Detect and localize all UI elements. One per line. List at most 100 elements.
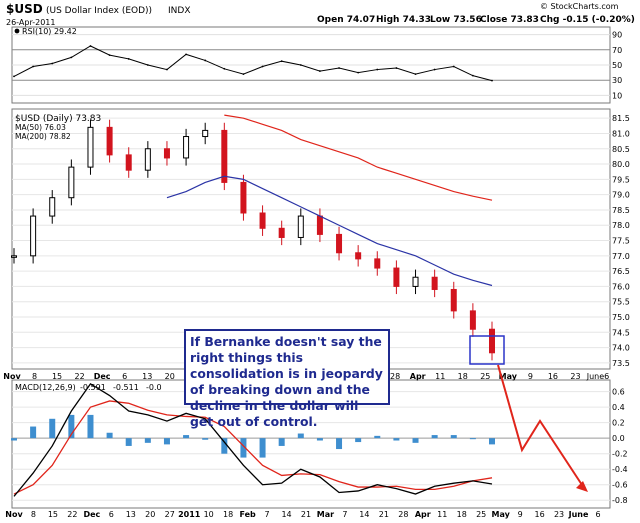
macd-histogram-bar bbox=[144, 438, 151, 443]
macd-x-label: 6 bbox=[595, 510, 600, 519]
macd-layer: 0.6 0.4 0.2 0.0 -0.2 -0.4 -0.6 -0.8 Nov 8 15 22 Dec 6… bbox=[5, 383, 628, 519]
rsi-point bbox=[414, 73, 417, 76]
macd-histogram-bar bbox=[393, 438, 400, 441]
rsi-tick-label: 30 bbox=[612, 76, 622, 85]
macd-x-label: Dec bbox=[83, 510, 100, 519]
macd-histogram-bar bbox=[106, 432, 113, 439]
macd-tick-label: 0.0 bbox=[612, 434, 625, 443]
price-tick-label: 81.5 bbox=[612, 114, 630, 123]
price-candle bbox=[316, 215, 323, 235]
macd-histogram-bar bbox=[49, 418, 56, 439]
price-candle bbox=[106, 126, 113, 156]
price-candle bbox=[144, 148, 151, 171]
annotation-box: If Bernanke doesn't say the right things… bbox=[184, 329, 390, 429]
price-tick-label: 76.5 bbox=[612, 267, 630, 276]
macd-tick-label: -0.2 bbox=[612, 450, 628, 459]
macd-histogram-bar bbox=[68, 414, 75, 439]
rsi-point bbox=[166, 68, 168, 71]
price-tick-label: 74.0 bbox=[612, 344, 630, 353]
price-candle bbox=[221, 129, 228, 183]
date: 26-Apr-2011 bbox=[6, 18, 55, 27]
price-x-label: 8 bbox=[32, 372, 37, 381]
price-x-label: Dec bbox=[94, 372, 111, 381]
price-tick-label: 77.0 bbox=[612, 252, 630, 261]
macd-x-label: 14 bbox=[281, 510, 291, 519]
price-x-label: 22 bbox=[75, 372, 85, 381]
macd-tick-label: -0.8 bbox=[612, 496, 628, 505]
price-candle bbox=[489, 328, 495, 354]
macd-x-label: Mar bbox=[317, 510, 334, 519]
ma200-label: MA(200) 78.82 bbox=[15, 132, 71, 141]
price-candle bbox=[87, 126, 94, 168]
price-candle bbox=[202, 129, 209, 138]
macd-histogram-bar bbox=[336, 438, 343, 450]
signal-value: -0.511 bbox=[113, 383, 139, 392]
rsi-point bbox=[223, 67, 226, 70]
macd-x-label: 22 bbox=[67, 510, 77, 519]
rsi-label-marker bbox=[14, 28, 20, 34]
macd-tick-label: 0.4 bbox=[612, 403, 625, 412]
rsi-point bbox=[491, 79, 493, 82]
symbol: $USD bbox=[6, 2, 43, 16]
open-value: Open 74.07 bbox=[317, 15, 375, 25]
price-candle bbox=[240, 181, 247, 214]
macd-x-label: 7 bbox=[342, 510, 347, 519]
price-x-label: June6 bbox=[586, 372, 610, 381]
macd-histogram-bar bbox=[221, 438, 228, 454]
macd-histogram-bar bbox=[316, 438, 323, 441]
price-candle bbox=[163, 148, 170, 159]
macd-x-label: Feb bbox=[239, 510, 256, 519]
macd-histogram-bar bbox=[30, 426, 37, 439]
macd-x-label: 2011 bbox=[178, 510, 201, 519]
rsi-point bbox=[13, 75, 15, 78]
rsi-point bbox=[376, 68, 379, 71]
rsi-point bbox=[471, 74, 474, 77]
price-x-label: 6 bbox=[122, 372, 127, 381]
hist-value: -0.0 bbox=[146, 383, 162, 392]
price-candle bbox=[412, 276, 419, 287]
ma50-line bbox=[166, 175, 493, 287]
ma50-label: MA(50) 76.03 bbox=[15, 123, 66, 132]
price-x-label: Nov bbox=[3, 372, 21, 381]
macd-histogram-bar bbox=[431, 435, 438, 439]
macd-x-label: 27 bbox=[165, 510, 175, 519]
macd-tick-label: -0.4 bbox=[612, 465, 628, 474]
macd-tick-label: 0.6 bbox=[612, 388, 625, 397]
price-x-label: 18 bbox=[458, 372, 468, 381]
macd-x-label: 18 bbox=[223, 510, 233, 519]
price-tick-label: 80.5 bbox=[612, 145, 630, 154]
rsi-point bbox=[242, 73, 245, 76]
macd-x-label: 21 bbox=[379, 510, 389, 519]
macd-x-label: 7 bbox=[265, 510, 270, 519]
macd-tick-label: -0.6 bbox=[612, 481, 628, 490]
rsi-point bbox=[261, 65, 264, 68]
rsi-point bbox=[32, 65, 35, 68]
rsi-label: RSI(10) 29.42 bbox=[22, 27, 77, 36]
macd-histogram-bar bbox=[355, 438, 362, 443]
macd-x-label: 14 bbox=[359, 510, 369, 519]
price-candle bbox=[11, 255, 17, 258]
price-candle bbox=[278, 227, 285, 238]
signal-line bbox=[13, 400, 493, 495]
price-candle bbox=[431, 276, 438, 290]
price-tick-label: 74.5 bbox=[612, 328, 630, 337]
price-x-label: 13 bbox=[142, 372, 152, 381]
rsi-point bbox=[299, 64, 302, 66]
macd-x-label: May bbox=[492, 510, 511, 519]
macd-tick-label: 0.2 bbox=[612, 419, 625, 428]
price-candle bbox=[336, 233, 343, 254]
high-value: High 74.33 bbox=[376, 15, 431, 25]
macd-histogram-bar bbox=[87, 414, 94, 439]
price-tick-label: 79.0 bbox=[612, 191, 630, 200]
exchange: INDX bbox=[168, 6, 190, 16]
macd-x-label: 13 bbox=[126, 510, 136, 519]
attribution: © StockCharts.com bbox=[540, 2, 619, 11]
price-tick-label: 80.0 bbox=[612, 160, 630, 169]
price-x-label: 16 bbox=[548, 372, 558, 381]
macd-x-label: 28 bbox=[398, 510, 408, 519]
macd-x-label: 21 bbox=[301, 510, 311, 519]
price-candle bbox=[49, 197, 56, 217]
macd-x-label: 25 bbox=[476, 510, 486, 519]
price-tick-label: 75.5 bbox=[612, 298, 630, 307]
